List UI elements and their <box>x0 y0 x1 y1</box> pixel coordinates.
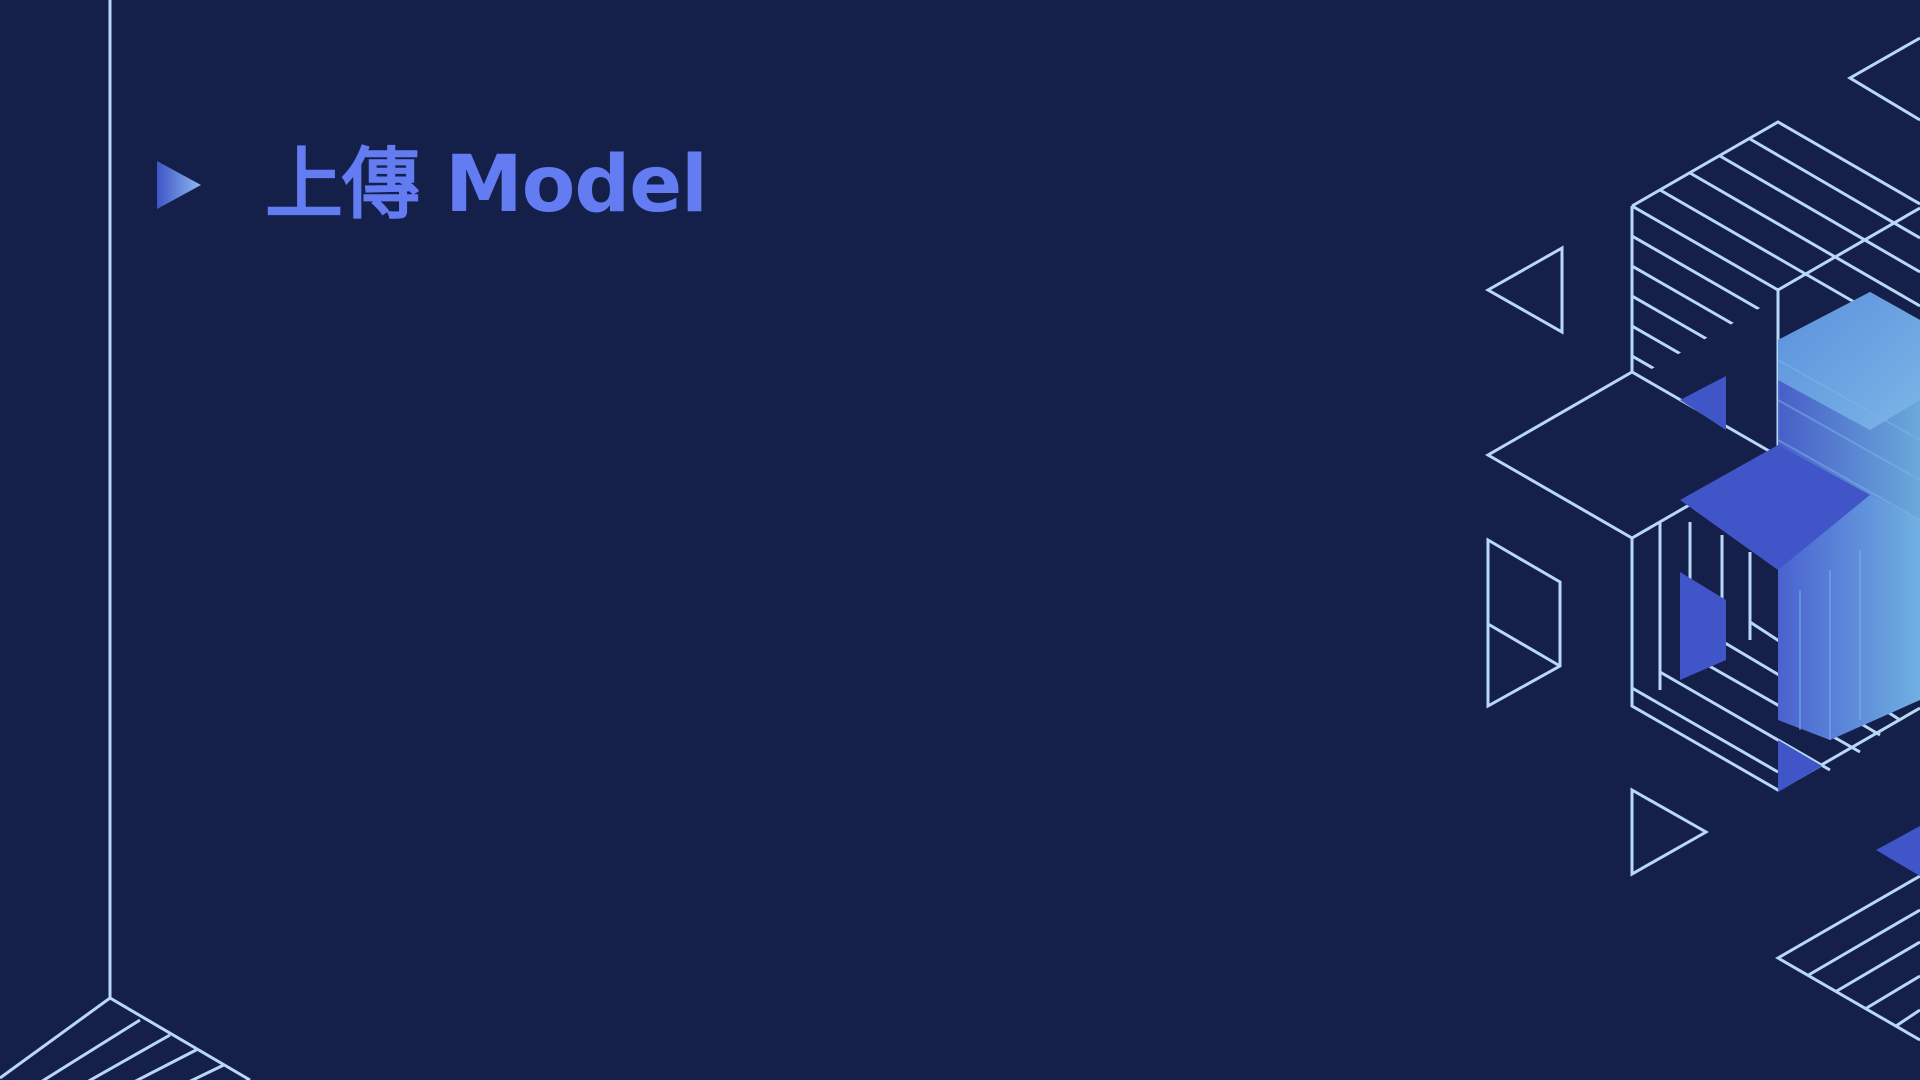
play-triangle-icon <box>157 161 201 209</box>
title-row: 上傳 Model <box>155 130 708 240</box>
bottom-left-wedge <box>0 996 251 1080</box>
isometric-blue-cube <box>1680 292 1920 876</box>
slide-title: 上傳 Model <box>265 140 708 230</box>
